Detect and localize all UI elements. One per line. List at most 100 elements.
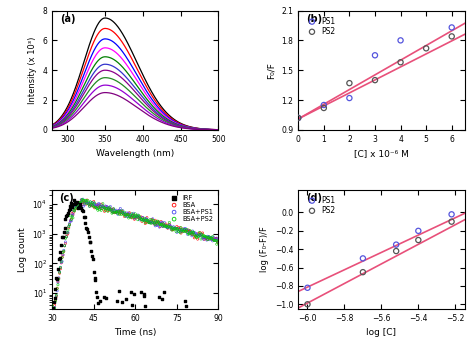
- BSA+PS2: [82, 198, 90, 204]
- BSA+PS1: [76, 202, 83, 208]
- BSA+PS1: [83, 200, 91, 206]
- BSA: [80, 199, 88, 204]
- BSA+PS1: [67, 218, 74, 224]
- BSA+PS2: [145, 220, 152, 225]
- BSA: [92, 203, 100, 209]
- BSA: [198, 232, 206, 237]
- BSA+PS1: [73, 204, 80, 210]
- BSA+PS2: [73, 205, 80, 211]
- BSA: [208, 237, 216, 242]
- BSA+PS1: [120, 210, 128, 216]
- BSA+PS2: [121, 210, 128, 215]
- BSA: [99, 204, 107, 210]
- BSA+PS1: [203, 237, 210, 243]
- BSA: [58, 254, 66, 260]
- PS2: [422, 46, 430, 51]
- BSA+PS1: [197, 232, 205, 237]
- BSA+PS1: [118, 210, 125, 216]
- IRF: [84, 229, 91, 234]
- BSA: [64, 231, 72, 236]
- BSA+PS2: [94, 207, 101, 213]
- BSA+PS2: [164, 225, 172, 230]
- BSA: [197, 232, 205, 237]
- BSA: [75, 203, 82, 209]
- BSA+PS2: [49, 306, 57, 312]
- BSA+PS1: [100, 205, 108, 210]
- BSA+PS1: [79, 196, 87, 202]
- BSA+PS2: [122, 212, 130, 218]
- IRF: [71, 201, 78, 207]
- BSA: [185, 228, 193, 234]
- BSA: [74, 199, 82, 205]
- BSA+PS1: [213, 235, 220, 241]
- BSA: [182, 228, 189, 233]
- IRF: [77, 205, 85, 211]
- BSA+PS2: [56, 270, 64, 275]
- IRF: [62, 217, 69, 222]
- BSA+PS2: [146, 217, 154, 222]
- BSA: [153, 222, 161, 227]
- BSA+PS1: [85, 200, 92, 206]
- BSA: [173, 224, 181, 229]
- BSA+PS1: [210, 234, 217, 240]
- BSA: [88, 202, 96, 207]
- BSA: [114, 210, 122, 216]
- BSA+PS2: [98, 206, 106, 212]
- BSA+PS1: [143, 217, 151, 222]
- BSA+PS1: [140, 217, 147, 223]
- BSA+PS1: [160, 223, 167, 229]
- BSA+PS2: [91, 205, 99, 210]
- IRF: [87, 249, 95, 254]
- BSA+PS1: [98, 204, 106, 210]
- BSA+PS2: [196, 233, 204, 238]
- BSA: [82, 201, 90, 207]
- BSA: [95, 202, 102, 208]
- BSA: [108, 209, 116, 214]
- BSA+PS1: [97, 203, 105, 209]
- BSA+PS1: [142, 216, 150, 221]
- BSA: [123, 211, 131, 217]
- IRF: [158, 296, 166, 302]
- BSA: [87, 203, 95, 208]
- BSA+PS2: [151, 220, 158, 226]
- BSA+PS1: [180, 229, 187, 234]
- BSA+PS2: [57, 259, 65, 264]
- BSA+PS1: [96, 201, 103, 207]
- IRF: [67, 206, 74, 212]
- IRF: [83, 227, 91, 232]
- BSA+PS1: [137, 214, 144, 220]
- IRF: [68, 204, 76, 210]
- BSA: [71, 207, 78, 213]
- BSA: [83, 197, 91, 203]
- IRF: [161, 289, 168, 294]
- BSA+PS2: [170, 227, 177, 232]
- BSA: [85, 201, 92, 206]
- BSA+PS2: [172, 225, 179, 231]
- BSA+PS2: [175, 229, 182, 234]
- BSA: [124, 212, 132, 218]
- BSA+PS1: [136, 217, 143, 223]
- BSA+PS1: [159, 224, 166, 229]
- BSA: [211, 236, 219, 241]
- BSA+PS2: [167, 225, 175, 231]
- BSA+PS1: [119, 208, 127, 213]
- BSA+PS1: [190, 230, 197, 235]
- BSA+PS1: [189, 228, 196, 234]
- BSA: [57, 260, 65, 266]
- BSA+PS1: [147, 220, 155, 225]
- Y-axis label: Log count: Log count: [18, 227, 27, 272]
- BSA+PS2: [130, 214, 137, 220]
- BSA+PS2: [168, 227, 176, 233]
- BSA: [142, 219, 150, 225]
- BSA+PS2: [54, 282, 62, 287]
- BSA+PS2: [158, 221, 166, 227]
- BSA+PS2: [171, 226, 178, 232]
- BSA+PS1: [91, 203, 99, 208]
- BSA+PS1: [135, 214, 142, 220]
- BSA: [68, 211, 76, 216]
- BSA+PS1: [177, 228, 185, 234]
- BSA+PS1: [103, 204, 111, 210]
- BSA: [73, 202, 81, 207]
- BSA+PS1: [192, 231, 200, 237]
- PS1: [415, 228, 422, 234]
